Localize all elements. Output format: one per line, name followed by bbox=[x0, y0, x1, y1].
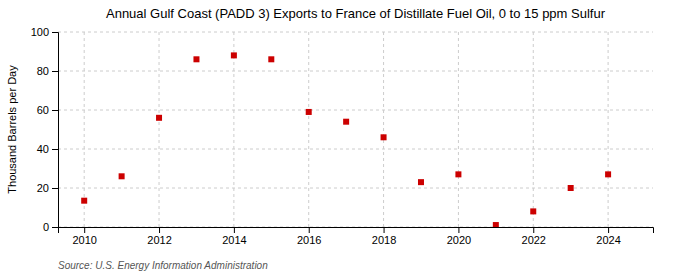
y-tick-mark bbox=[52, 32, 58, 33]
x-tick: 2020 bbox=[447, 227, 471, 246]
source-note: Source: U.S. Energy Information Administ… bbox=[58, 260, 268, 271]
y-tick-mark bbox=[52, 110, 58, 111]
grid-line-x bbox=[383, 32, 384, 227]
x-tick-label: 2024 bbox=[596, 234, 620, 246]
point bbox=[231, 52, 237, 58]
x-tick-mark bbox=[533, 227, 534, 233]
y-tick-mark bbox=[52, 149, 58, 150]
x-tick-mark bbox=[159, 227, 160, 233]
x-axis: 2010 2012 2014 2016 2018 2020 2022 2024 bbox=[59, 227, 654, 246]
y-tick-label: 60 bbox=[37, 104, 49, 116]
grid-line-y bbox=[58, 149, 653, 150]
y-tick: 80 bbox=[37, 65, 58, 77]
x-tick-label: 2010 bbox=[72, 234, 96, 246]
y-tick-label: 0 bbox=[43, 221, 49, 233]
x-tick-mark bbox=[384, 227, 385, 233]
x-tick: 2016 bbox=[297, 227, 321, 246]
x-tick-mark bbox=[309, 227, 310, 233]
grid-line-x bbox=[533, 32, 534, 227]
y-axis: 0 20 40 60 80 100 bbox=[31, 26, 59, 233]
point bbox=[455, 171, 461, 177]
x-tick-label: 2020 bbox=[447, 234, 471, 246]
y-tick-mark bbox=[52, 188, 58, 189]
y-tick: 40 bbox=[37, 143, 58, 155]
point bbox=[568, 185, 574, 191]
grid-line-x bbox=[233, 32, 234, 227]
y-axis-line bbox=[52, 33, 59, 228]
point bbox=[306, 109, 312, 115]
y-tick: 60 bbox=[37, 104, 58, 116]
point bbox=[81, 198, 87, 204]
grid-line-x bbox=[458, 32, 459, 227]
point bbox=[493, 222, 499, 227]
x-tick: 2010 bbox=[72, 227, 96, 246]
grid-line-y bbox=[58, 32, 653, 33]
x-tick-mark bbox=[458, 227, 459, 233]
point bbox=[156, 115, 162, 121]
y-tick: 0 bbox=[43, 221, 58, 233]
point bbox=[119, 173, 125, 179]
x-tick-mark bbox=[84, 227, 85, 233]
x-tick-label: 2018 bbox=[372, 234, 396, 246]
x-axis-line bbox=[59, 228, 654, 234]
grid-line-y bbox=[58, 71, 653, 72]
points bbox=[81, 52, 611, 227]
grid-line-x bbox=[159, 32, 160, 227]
y-tick-mark bbox=[52, 227, 58, 228]
x-tick: 2012 bbox=[147, 227, 171, 246]
x-tick: 2022 bbox=[522, 227, 546, 246]
title: Annual Gulf Coast (PADD 3) Exports to Fr… bbox=[106, 6, 606, 21]
grid-line-x bbox=[608, 32, 609, 227]
grid bbox=[58, 32, 653, 227]
y-tick-label: 40 bbox=[37, 143, 49, 155]
x-tick-mark bbox=[234, 227, 235, 233]
point bbox=[343, 119, 349, 125]
point bbox=[268, 56, 274, 62]
y-tick-mark bbox=[52, 71, 58, 72]
y-tick-label: 20 bbox=[37, 182, 49, 194]
y-tick: 100 bbox=[31, 26, 58, 38]
x-tick: 2018 bbox=[372, 227, 396, 246]
y-tick-label: 100 bbox=[31, 26, 49, 38]
grid-line-y bbox=[58, 110, 653, 111]
grid-line-y bbox=[58, 188, 653, 189]
chart: 2010 2012 2014 2016 2018 2020 2022 2024 0 20 40 60 8… bbox=[0, 0, 675, 275]
x-tick-label: 2016 bbox=[297, 234, 321, 246]
point bbox=[605, 171, 611, 177]
x-tick-label: 2012 bbox=[147, 234, 171, 246]
point bbox=[418, 179, 424, 185]
y-axis-title: Thousand Barrels per Day bbox=[6, 65, 18, 194]
plot: 2010 2012 2014 2016 2018 2020 2022 2024 0 20 40 60 8… bbox=[31, 26, 654, 246]
x-tick-label: 2014 bbox=[222, 234, 246, 246]
x-tick: 2024 bbox=[596, 227, 620, 246]
grid-line-x bbox=[308, 32, 309, 227]
point bbox=[530, 208, 536, 214]
x-tick-mark bbox=[608, 227, 609, 233]
point bbox=[193, 56, 199, 62]
x-tick-label: 2022 bbox=[522, 234, 546, 246]
y-tick: 20 bbox=[37, 182, 58, 194]
y-tick-label: 80 bbox=[37, 65, 49, 77]
x-tick: 2014 bbox=[222, 227, 246, 246]
point bbox=[381, 134, 387, 140]
